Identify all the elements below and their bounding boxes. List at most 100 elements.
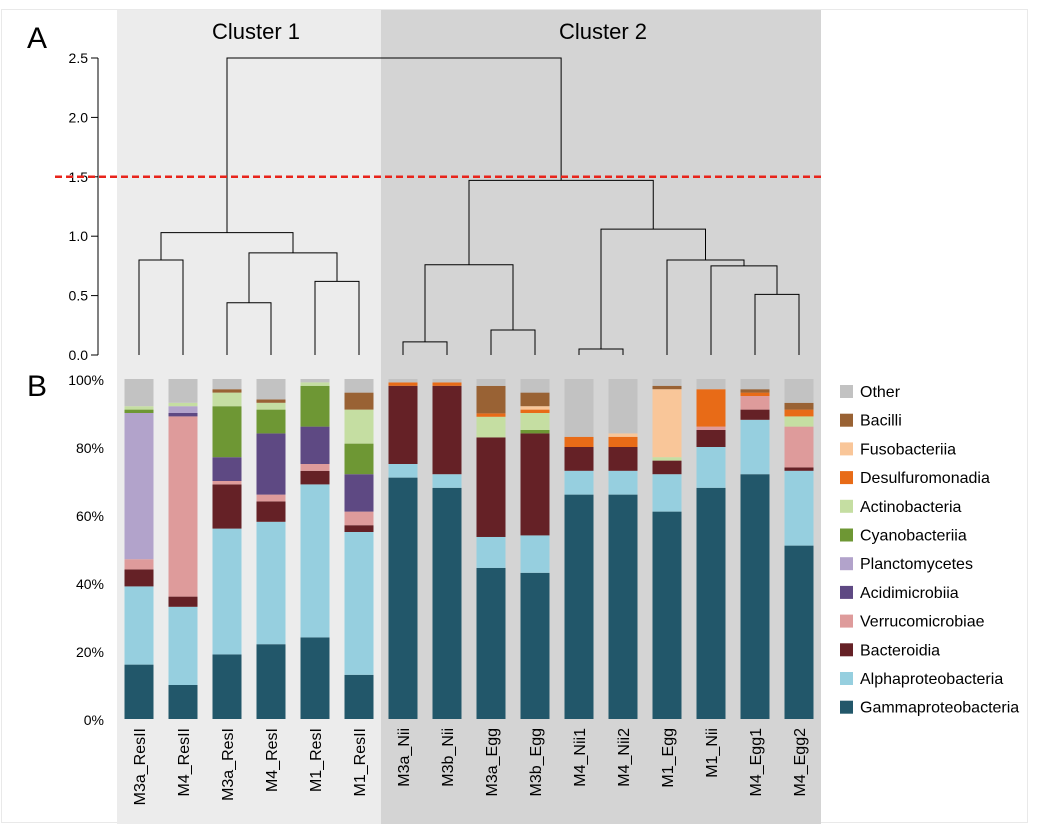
bar-segment-gammaproteobacteria xyxy=(345,675,374,719)
bar-segment-other xyxy=(521,379,550,393)
bar-segment-bacilli xyxy=(213,389,242,392)
bar-segment-acidimicrobiia xyxy=(257,433,286,494)
dendrogram-tick-label: 1.0 xyxy=(69,228,89,244)
bar-segment-cyanobacteriia xyxy=(125,410,154,413)
bar-segment-verrucomicrobiae xyxy=(741,396,770,410)
bar-tick-label: 40% xyxy=(76,576,104,592)
bar-segment-gammaproteobacteria xyxy=(653,512,682,719)
bar-segment-bacteroidia xyxy=(609,447,638,471)
bar-segment-bacteroidia xyxy=(477,437,506,537)
bar-segment-bacteroidia xyxy=(785,467,814,470)
legend-label: Acidimicrobiia xyxy=(860,585,959,602)
bar-segment-bacteroidia xyxy=(213,484,242,528)
sample-label: M4_ResII xyxy=(176,728,193,796)
bar-segment-alphaproteobacteria xyxy=(741,420,770,474)
sample-label: M1_Egg xyxy=(660,728,677,788)
legend-label: Gammaproteobacteria xyxy=(860,700,1019,717)
legend-swatch xyxy=(840,442,853,455)
bar-segment-bacteroidia xyxy=(389,386,418,464)
bar-segment-other xyxy=(433,379,462,382)
dendrogram-tick-label: 0.5 xyxy=(69,288,89,304)
sample-label: M4_Egg2 xyxy=(792,728,809,797)
bar-segment-other xyxy=(477,379,506,386)
bar-segment-bacteroidia xyxy=(345,525,374,532)
bar-segment-desulfuromonadia xyxy=(565,437,594,447)
sample-label: M3a_Nii xyxy=(396,728,413,787)
bar-segment-gammaproteobacteria xyxy=(785,546,814,719)
bar-segment-bacilli xyxy=(521,393,550,407)
bar-segment-desulfuromonadia xyxy=(785,410,814,417)
bar-segment-fusobacteriia xyxy=(521,406,550,409)
bar-segment-other xyxy=(741,379,770,389)
bar-segment-other xyxy=(609,379,638,433)
sample-label: M3b_Nii xyxy=(440,728,457,787)
bar-segment-gammaproteobacteria xyxy=(301,637,330,719)
bar-segment-verrucomicrobiae xyxy=(257,495,286,502)
bar-segment-other xyxy=(125,379,154,406)
bar-segment-gammaproteobacteria xyxy=(433,488,462,719)
bar-segment-bacilli xyxy=(785,403,814,410)
bar-segment-other xyxy=(169,379,198,403)
bar-segment-verrucomicrobiae xyxy=(213,481,242,484)
cluster-1-label: Cluster 1 xyxy=(212,19,300,44)
legend-swatch xyxy=(840,586,853,599)
bar-segment-desulfuromonadia xyxy=(389,382,418,385)
bar-segment-verrucomicrobiae xyxy=(785,427,814,468)
bar-segment-actinobacteria xyxy=(301,382,330,385)
bar-segment-desulfuromonadia xyxy=(521,410,550,413)
bar-segment-acidimicrobiia xyxy=(169,413,198,416)
legend-swatch xyxy=(840,529,853,542)
dendrogram-tick-label: 2.0 xyxy=(69,109,89,125)
bar-segment-gammaproteobacteria xyxy=(477,568,506,719)
legend-swatch xyxy=(840,701,853,714)
bar-segment-alphaproteobacteria xyxy=(257,522,286,644)
bar-segment-planctomycetes xyxy=(169,406,198,413)
bar-segment-bacteroidia xyxy=(125,569,154,586)
bar-tick-label: 100% xyxy=(68,372,104,388)
bar-segment-alphaproteobacteria xyxy=(213,529,242,655)
bar-segment-desulfuromonadia xyxy=(477,413,506,416)
panel-label-a: A xyxy=(27,22,47,55)
bar-segment-actinobacteria xyxy=(785,416,814,426)
sample-label: M3a_ResI xyxy=(220,728,237,801)
bar-segment-gammaproteobacteria xyxy=(741,474,770,719)
bar-segment-alphaproteobacteria xyxy=(477,537,506,568)
bar-segment-cyanobacteriia xyxy=(213,406,242,457)
bar-segment-gammaproteobacteria xyxy=(697,488,726,719)
bar-segment-bacteroidia xyxy=(741,410,770,420)
cluster-1-background xyxy=(117,10,381,824)
dendrogram-tick-label: 0.0 xyxy=(69,347,89,363)
bar-segment-bacilli xyxy=(741,389,770,392)
legend-label: Planctomycetes xyxy=(860,556,973,573)
legend-label: Bacilli xyxy=(860,413,902,430)
bar-segment-cyanobacteriia xyxy=(257,410,286,434)
bar-segment-other xyxy=(213,379,242,389)
bar-segment-desulfuromonadia xyxy=(697,389,726,426)
sample-label: M4_Egg1 xyxy=(748,728,765,797)
legend-swatch xyxy=(840,385,853,398)
bar-segment-actinobacteria xyxy=(521,413,550,430)
bar-segment-cyanobacteriia xyxy=(521,430,550,433)
bar-segment-bacilli xyxy=(345,393,374,410)
bar-segment-desulfuromonadia xyxy=(433,382,462,385)
bar-segment-acidimicrobiia xyxy=(301,427,330,464)
bar-segment-other xyxy=(257,379,286,399)
bar-segment-actinobacteria xyxy=(345,410,374,444)
bar-segment-bacteroidia xyxy=(169,597,198,607)
bar-segment-actinobacteria xyxy=(213,393,242,407)
bar-segment-planctomycetes xyxy=(125,413,154,559)
legend-swatch xyxy=(840,557,853,570)
bar-segment-verrucomicrobiae xyxy=(125,559,154,569)
bar-segment-actinobacteria xyxy=(653,457,682,460)
bar-tick-label: 80% xyxy=(76,440,104,456)
bar-tick-label: 20% xyxy=(76,644,104,660)
bar-segment-gammaproteobacteria xyxy=(169,685,198,719)
bar-segment-gammaproteobacteria xyxy=(213,654,242,719)
bar-segment-bacteroidia xyxy=(697,430,726,447)
legend-swatch xyxy=(840,672,853,685)
bar-segment-alphaproteobacteria xyxy=(521,535,550,572)
bar-segment-fusobacteriia xyxy=(609,433,638,436)
bar-segment-alphaproteobacteria xyxy=(389,464,418,478)
bar-segment-alphaproteobacteria xyxy=(609,471,638,495)
legend-label: Other xyxy=(860,384,901,401)
